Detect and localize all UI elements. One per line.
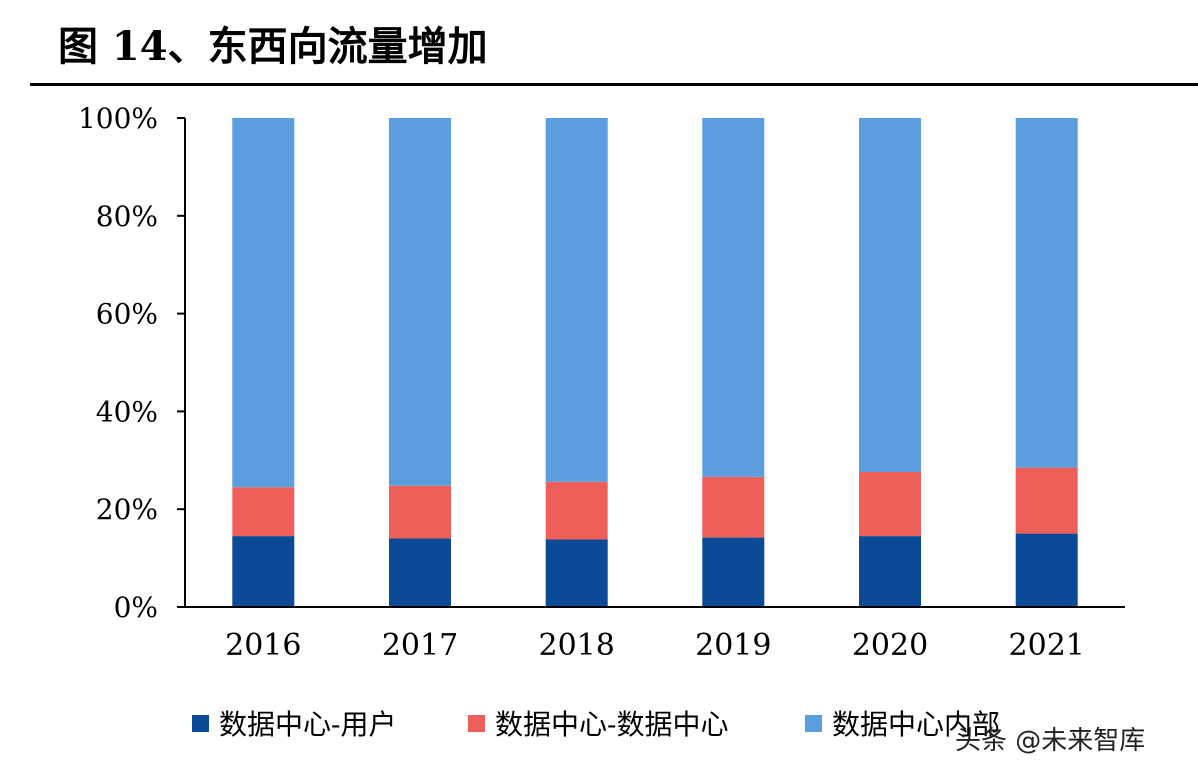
title-divider — [30, 83, 1198, 86]
x-tick-label: 2018 — [539, 628, 615, 663]
y-tick-label: 60% — [96, 298, 158, 331]
bar-segment-2021-s1 — [1015, 467, 1078, 534]
legend: 数据中心-用户 数据中心-数据中心 数据中心内部 — [192, 708, 1000, 741]
x-tick-label: 2020 — [852, 628, 928, 663]
axes-layer: 2016 2017 2018 2019 2020 2021 0% 20% 40% 60% 80% 10… — [78, 102, 1125, 663]
legend-label-0: 数据中心-用户 — [219, 708, 396, 741]
bar-segment-2021-s2 — [1015, 118, 1078, 468]
legend-swatch-0 — [192, 715, 209, 732]
x-tick-label: 2019 — [695, 628, 771, 663]
bars-layer — [232, 118, 1078, 607]
bar-segment-2018-s2 — [545, 118, 608, 482]
bar-segment-2020-s2 — [859, 118, 921, 472]
bar-segment-2020-s1 — [859, 472, 921, 537]
bar-segment-2017-s1 — [389, 485, 451, 539]
bar-segment-2017-s2 — [389, 118, 451, 486]
bar-segment-2018-s1 — [545, 481, 608, 540]
bar-segment-2021-s0 — [1015, 533, 1078, 607]
bar-segment-2016-s1 — [232, 487, 295, 537]
y-tick-label: 20% — [96, 493, 158, 526]
y-tick-label: 100% — [78, 102, 158, 135]
bar-segment-2019-s1 — [702, 476, 765, 538]
legend-label-2: 数据中心内部 — [832, 708, 1000, 741]
y-tick-label: 0% — [114, 591, 158, 624]
bar-segment-2016-s2 — [232, 118, 295, 488]
x-tick-label: 2021 — [1009, 628, 1085, 663]
y-tick-label: 40% — [96, 395, 158, 428]
y-tick-label: 80% — [96, 200, 158, 233]
watermark: 头条 @未来智库 — [955, 726, 1146, 756]
bar-segment-2019-s0 — [702, 537, 765, 607]
legend-swatch-2 — [805, 715, 822, 732]
bar-segment-2016-s0 — [232, 536, 295, 607]
legend-label-1: 数据中心-数据中心 — [495, 708, 728, 741]
bar-segment-2020-s0 — [859, 536, 921, 607]
bar-segment-2019-s2 — [702, 118, 765, 477]
bar-segment-2018-s0 — [545, 539, 608, 607]
x-tick-label: 2016 — [225, 628, 301, 663]
legend-swatch-1 — [468, 715, 485, 732]
x-tick-label: 2017 — [382, 628, 458, 663]
bar-segment-2017-s0 — [389, 538, 451, 607]
figure-title: 图 14、东西向流量增加 — [58, 23, 488, 70]
